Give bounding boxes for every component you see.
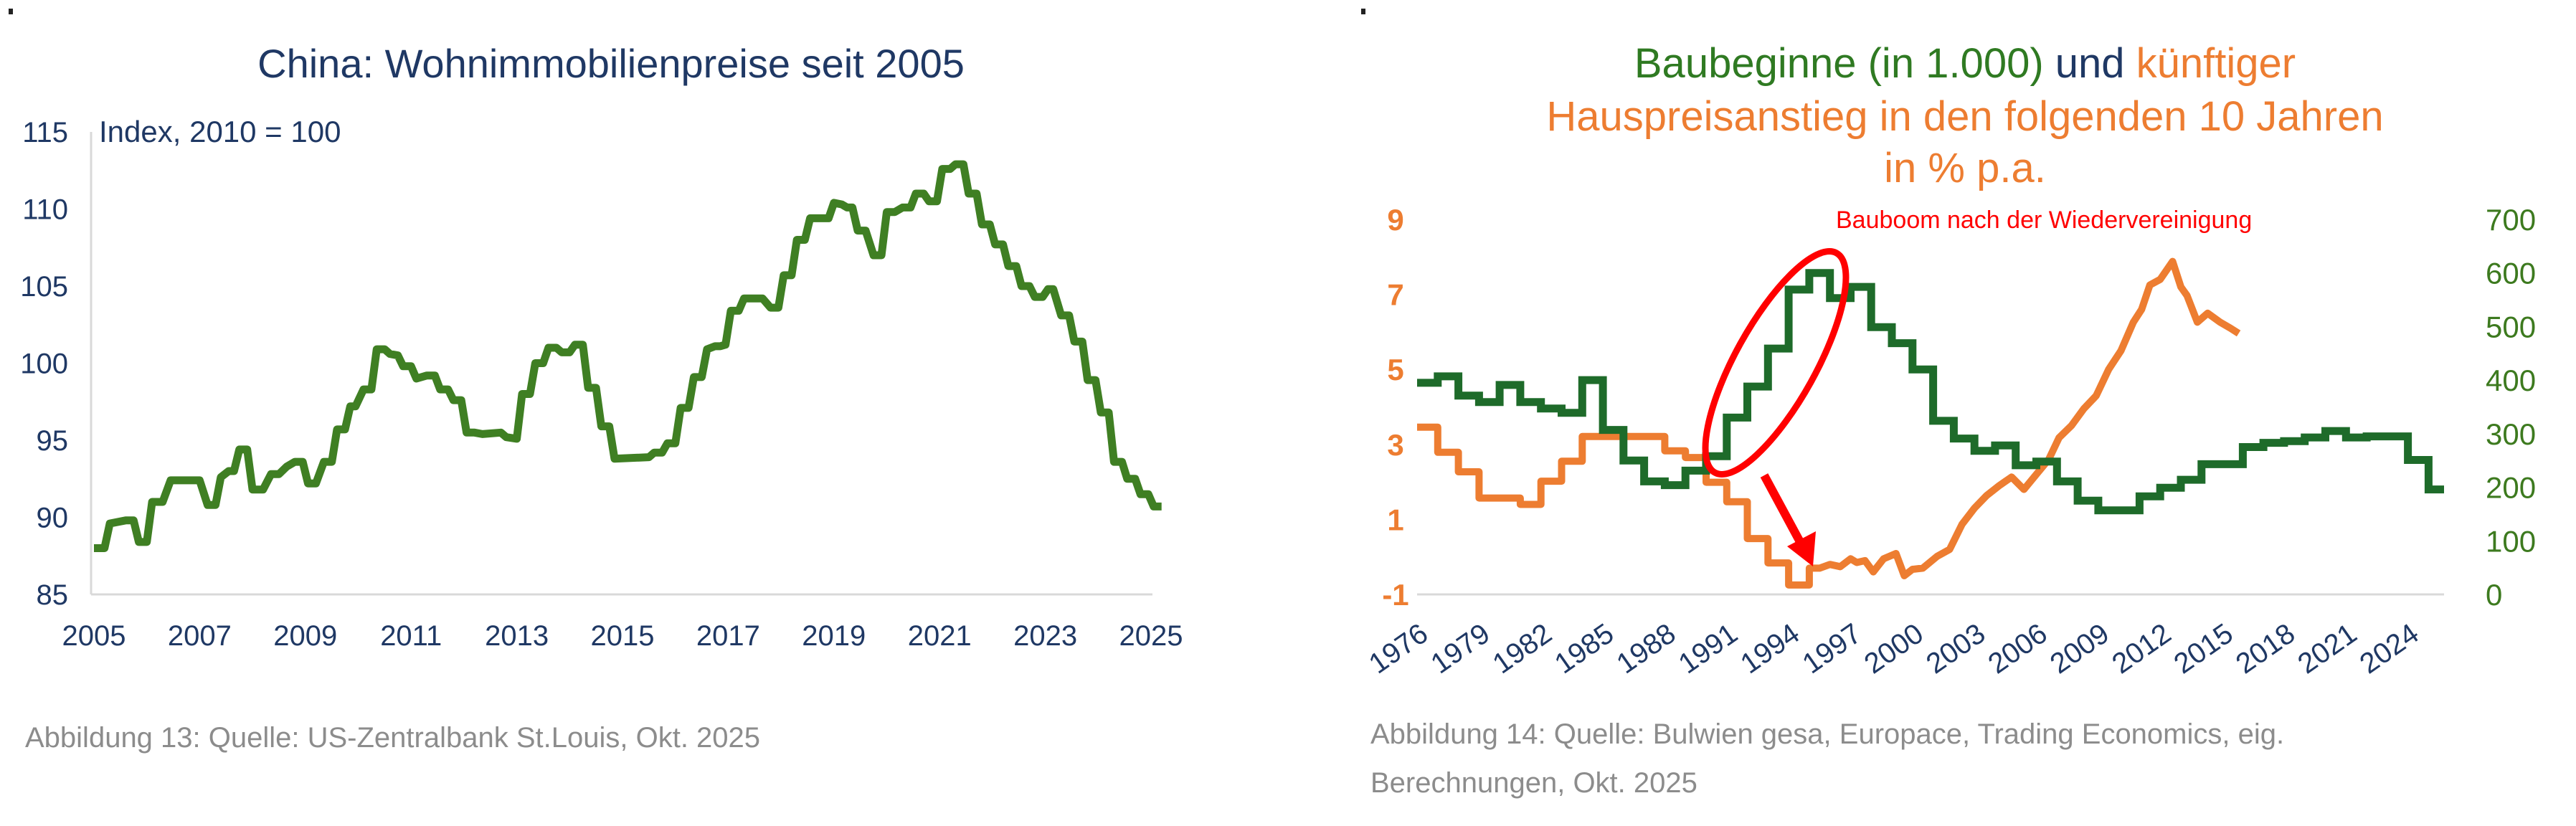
x-tick-label: 2000 [1859,617,1929,680]
x-tick-label: 2013 [485,620,549,652]
left-y-tick-label: -1 [1382,578,1408,612]
highlight-ellipse [1702,248,1850,478]
caption-right-line1: Abbildung 14: Quelle: Bulwien gesa, Euro… [1370,718,2285,750]
y-tick-label: 85 [37,579,69,611]
left-y-tick-label: 9 [1387,203,1403,237]
right-y-tick-label: 400 [2486,364,2536,397]
x-tick-label: 2011 [380,620,442,652]
x-tick-label: 1997 [1796,617,1867,680]
x-tick-label: 1982 [1487,617,1558,680]
left-y-tick-label: 5 [1387,353,1403,386]
x-tick-label: 2007 [168,620,232,652]
x-tick-label: 1988 [1611,617,1681,680]
x-tick-label: 2012 [2106,617,2177,680]
y-tick-label: 95 [37,425,69,457]
price-growth-line [1417,257,2241,589]
title-part-und: und [2044,40,2136,87]
china-house-price-chart: China: Wohnimmobilienpreise seit 2005 In… [20,41,1183,652]
x-tick-label: 1985 [1549,617,1619,680]
housing-starts-line [1417,269,2444,515]
x-tick-label: 2015 [591,620,655,652]
stray-dot [9,9,13,14]
x-tick-label: 1976 [1363,617,1434,680]
stray-dot [1361,9,1365,14]
right-y-tick-label: 600 [2486,257,2536,290]
x-tick-label: 2024 [2354,617,2425,680]
y-tick-label: 100 [20,348,68,380]
chart-title-line3: in % p.a. [1884,145,2046,191]
x-tick-label: 2003 [1921,617,1991,680]
y-tick-label: 105 [20,271,68,303]
right-y-tick-label: 100 [2486,524,2536,558]
caption-right-line2: Berechnungen, Okt. 2025 [1370,767,1697,799]
x-tick-label: 1991 [1673,617,1743,680]
x-tick-label: 2021 [908,620,972,652]
annotation-text: Bauboom nach der Wiedervereinigung [1836,206,2252,234]
x-tick-label: 1994 [1735,617,1805,680]
left-y-tick-label: 7 [1387,278,1403,312]
y-tick-label: 90 [37,503,69,534]
chart-title-line1: Baubeginne (in 1.000) und künftiger [1634,40,2296,87]
x-tick-label: 2015 [2169,617,2239,680]
left-y-tick-label: 3 [1387,428,1403,462]
x-tick-label: 2023 [1013,620,1077,652]
x-tick-label: 2005 [62,620,126,652]
left-y-tick-label: 1 [1387,503,1403,536]
x-tick-label: 2019 [802,620,866,652]
x-tick-label: 2017 [696,620,760,652]
right-y-tick-label: 0 [2486,578,2502,612]
price-index-line [94,160,1162,552]
right-y-tick-label: 200 [2486,471,2536,505]
title-part-kuenftiger: künftiger [2136,40,2296,87]
x-tick-label: 2009 [273,620,337,652]
right-y-tick-label: 300 [2486,417,2536,451]
x-tick-label: 2025 [1119,620,1183,652]
x-tick-label: 2021 [2292,617,2362,680]
arrow-shaft [1760,473,1808,551]
title-part-starts: Baubeginne (in 1.000) [1634,40,2044,87]
x-tick-label: 2018 [2230,617,2301,680]
x-tick-label: 1979 [1425,617,1495,680]
y-tick-label: 115 [22,117,68,148]
caption-left: Abbildung 13: Quelle: US-Zentralbank St.… [25,722,761,754]
index-note: Index, 2010 = 100 [99,115,341,148]
right-y-tick-label: 700 [2486,203,2536,237]
x-tick-label: 2006 [1983,617,2053,680]
right-y-tick-label: 500 [2486,310,2536,343]
y-tick-label: 110 [22,194,68,226]
x-tick-label: 2009 [2045,617,2115,680]
chart-title: China: Wohnimmobilienpreise seit 2005 [257,41,965,86]
chart-title-line2: Hauspreisanstieg in den folgenden 10 Jah… [1546,93,2383,140]
arrow-head-icon [1787,531,1816,566]
